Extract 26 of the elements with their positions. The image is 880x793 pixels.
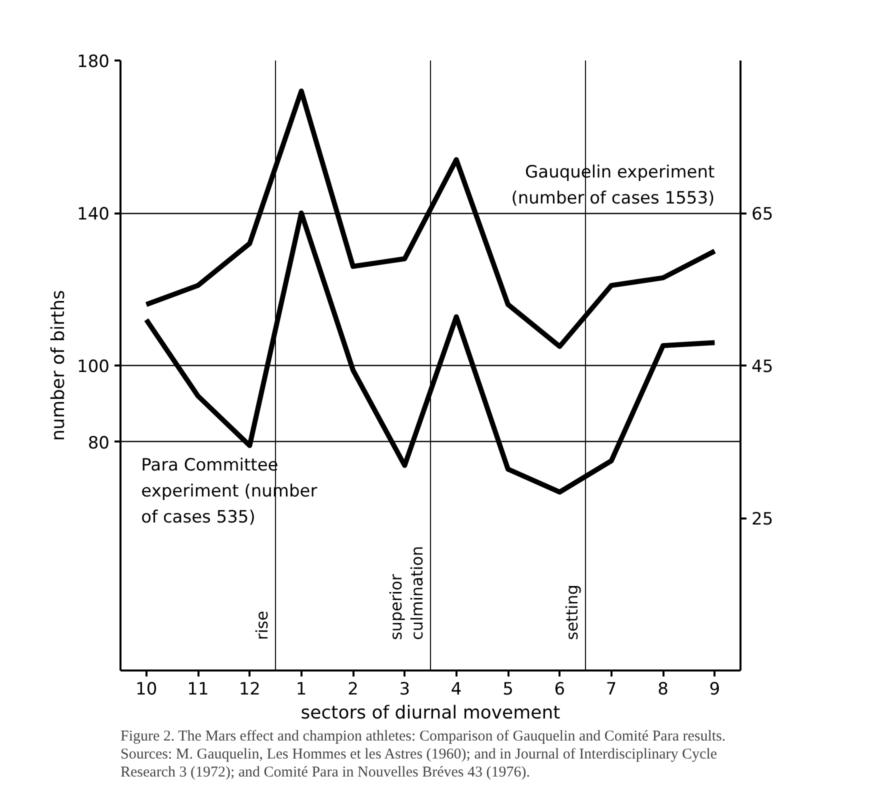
x-tick-label: 12 bbox=[238, 680, 260, 700]
x-tick-label: 6 bbox=[554, 680, 566, 700]
annotation: setting bbox=[562, 584, 582, 640]
y2-tick-label: 45 bbox=[752, 357, 774, 377]
x-tick-label: 9 bbox=[709, 680, 720, 700]
x-tick-label: 8 bbox=[658, 680, 668, 700]
y-tick-label: 80 bbox=[88, 433, 110, 454]
y-tick-label: 100 bbox=[77, 357, 110, 377]
y-tick-label: 180 bbox=[77, 52, 110, 72]
x-axis-title: sectors of diurnal movement bbox=[300, 702, 560, 724]
y-axis-title: number of births bbox=[48, 290, 70, 441]
caption: Figure 2. The Mars effect and champion athletes: Comparison of Gauquelin and Comité Para results. bbox=[120, 728, 726, 744]
x-tick-label: 1 bbox=[296, 680, 307, 700]
y2-tick-label: 25 bbox=[752, 510, 774, 530]
x-tick-label: 5 bbox=[502, 680, 514, 700]
y-tick-label: 140 bbox=[77, 204, 110, 224]
x-tick-label: 2 bbox=[348, 680, 358, 700]
annotation: rise bbox=[252, 610, 272, 640]
x-tick-label: 10 bbox=[136, 680, 158, 700]
x-tick-label: 3 bbox=[399, 680, 410, 700]
x-tick-label: 7 bbox=[606, 680, 617, 700]
x-tick-label: 11 bbox=[187, 680, 209, 700]
annotation: superior culmination bbox=[386, 546, 426, 640]
x-tick-label: 4 bbox=[450, 680, 462, 700]
y2-tick-label: 65 bbox=[752, 204, 774, 224]
source-note: Sources: M. Gauquelin, Les Hommes et les Astres (1960); and in Journal of Interdisciplinary Cycle Research 3 (1972); and Comité Para in Nouvelles Bréves 43 (1976). bbox=[120, 746, 718, 780]
